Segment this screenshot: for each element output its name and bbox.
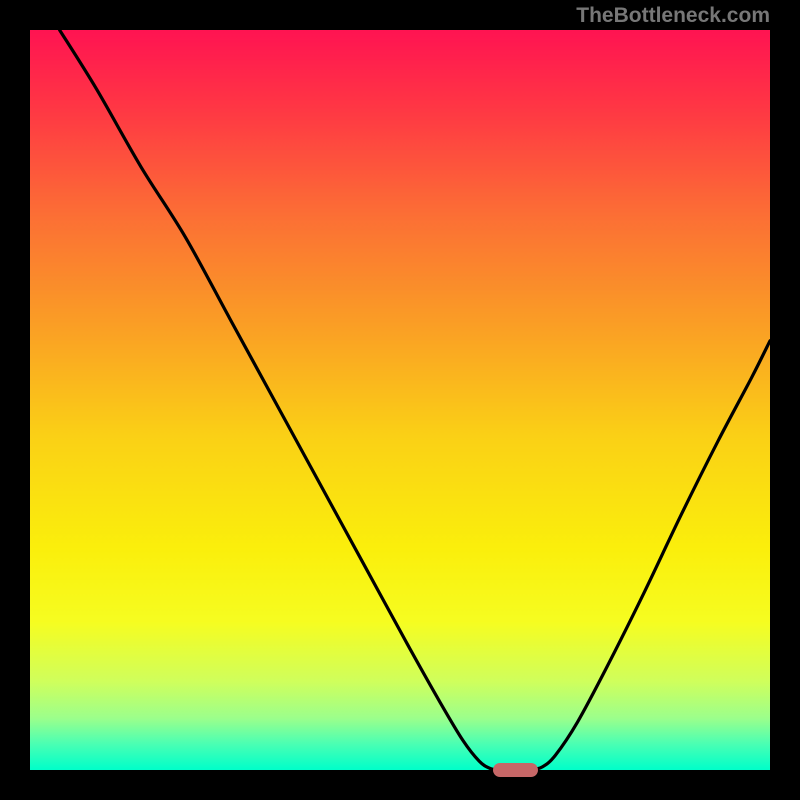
watermark-text: TheBottleneck.com — [576, 4, 770, 28]
plot-area — [30, 30, 770, 770]
bottleneck-curve — [30, 30, 770, 770]
optimum-marker — [493, 763, 538, 777]
